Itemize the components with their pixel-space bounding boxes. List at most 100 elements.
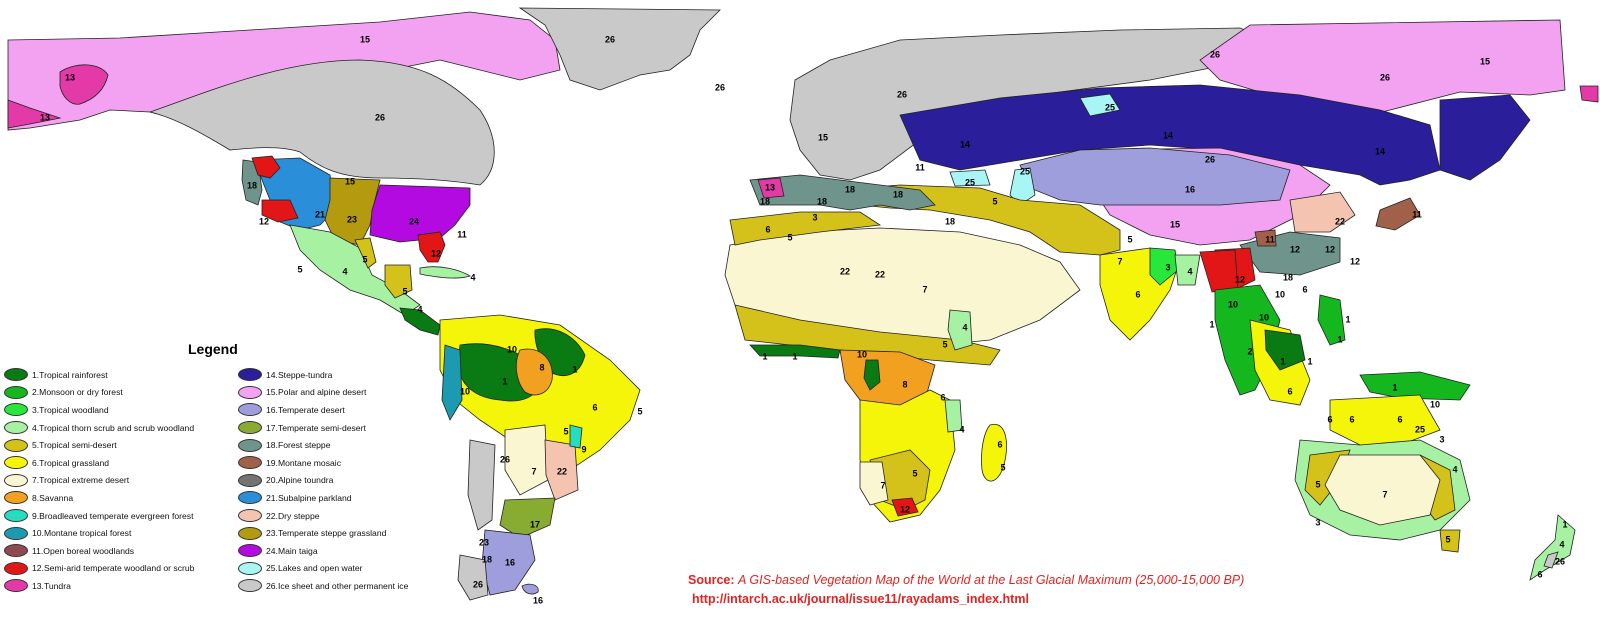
region-semi-arid-florida [417, 231, 446, 263]
legend-item: 9.Broadleaved temperate evergreen forest [4, 507, 194, 525]
region-temperate-semi-desert-sa [499, 497, 556, 539]
region-thorn-scrub-india [1174, 254, 1201, 286]
map-label: 7 [880, 480, 885, 490]
region-extreme-desert-namib [859, 461, 889, 506]
region-ice-laurentide [148, 59, 495, 186]
map-label: 18 [817, 196, 827, 206]
map-label: 26 [375, 112, 385, 122]
map-label: 9 [581, 444, 586, 454]
region-savanna-sa [515, 348, 553, 396]
map-label: 13 [765, 182, 775, 192]
map-label: 15 [360, 34, 370, 44]
legend-item: 4.Tropical thorn scrub and scrub woodlan… [4, 419, 194, 437]
region-tundra-chukotka [1579, 85, 1599, 103]
region-rainforest-congo [863, 359, 881, 391]
region-semi-arid-cape [891, 497, 919, 517]
map-label: 26 [500, 454, 510, 464]
map-label: 5 [362, 254, 367, 264]
map-label: 25 [1415, 424, 1425, 434]
region-tasmania [1439, 529, 1461, 553]
region-ice-patagonia [457, 439, 496, 601]
region-steppe-tundra-far-east [1439, 94, 1531, 181]
map-label: 4 [1452, 464, 1457, 474]
map-label: 25 [1105, 102, 1115, 112]
legend-swatch [4, 403, 28, 417]
map-label: 6 [1537, 569, 1542, 579]
map-label: 5 [402, 286, 407, 296]
map-label: 7 [1382, 489, 1387, 499]
legend-label: 3.Tropical woodland [32, 404, 109, 415]
map-label: 26 [605, 34, 615, 44]
map-label: 5 [637, 406, 642, 416]
map-label: 11 [915, 162, 925, 172]
legend-label: 22.Dry steppe [266, 510, 320, 521]
map-label: 15 [345, 176, 355, 186]
map-label: 5 [1445, 534, 1450, 544]
map-label: 8 [539, 362, 544, 372]
map-label: 18 [482, 554, 492, 564]
legend-swatch [238, 385, 262, 399]
map-label: 2 [1247, 346, 1252, 356]
map-label: 5 [1315, 479, 1320, 489]
map-label: 7 [531, 466, 536, 476]
map-label: 16 [505, 557, 515, 567]
map-label: 10 [1259, 312, 1269, 322]
region-semi-arid-burma [1199, 249, 1239, 293]
map-label: 5 [1127, 234, 1132, 244]
source-url-link[interactable]: http://intarch.ac.uk/journal/issue11/ray… [692, 592, 1029, 606]
map-label: 4 [417, 304, 422, 314]
legend-label: 26.Ice sheet and other permanent ice [266, 580, 409, 591]
region-rainforest-new-guinea [1359, 371, 1471, 401]
legend-item: 16.Temperate desert [238, 401, 408, 419]
map-label: 6 [592, 402, 597, 412]
map-label: 18 [945, 216, 955, 226]
legend-item: 25.Lakes and open water [238, 560, 408, 578]
map-label: 13 [65, 72, 75, 82]
legend-swatch [4, 509, 28, 523]
legend-item: 19.Montane mosaic [238, 454, 408, 472]
legend-label: 9.Broadleaved temperate evergreen forest [32, 510, 194, 521]
legend-item: 26.Ice sheet and other permanent ice [238, 577, 408, 595]
region-ice-nz [1543, 551, 1559, 569]
legend-label: 13.Tundra [32, 580, 71, 591]
legend-label: 7.Tropical extreme desert [32, 475, 130, 486]
map-label: 25 [1020, 166, 1030, 176]
region-new-zealand [1529, 514, 1576, 581]
legend-swatch [238, 561, 262, 575]
map-label: 6 [1135, 289, 1140, 299]
map-label: 5 [787, 232, 792, 242]
map-label: 22 [1335, 216, 1345, 226]
map-label: 22 [557, 466, 567, 476]
legend-item: 22.Dry steppe [238, 507, 408, 525]
map-label: 4 [1559, 539, 1564, 549]
legend-swatch [238, 421, 262, 435]
legend-item: 20.Alpine toundra [238, 472, 408, 490]
legend-item: 11.Open boreal woodlands [4, 542, 194, 560]
map-label: 1 [1345, 314, 1350, 324]
legend-label: 16.Temperate desert [266, 404, 345, 415]
legend-swatch [238, 403, 262, 417]
map-label: 18 [760, 196, 770, 206]
region-tundra-alaska [59, 64, 109, 105]
map-label: 12 [259, 216, 269, 226]
map-label: 12 [1325, 244, 1335, 254]
legend-item: 12.Semi-arid temperate woodland or scrub [4, 560, 194, 578]
legend-item: 15.Polar and alpine desert [238, 384, 408, 402]
map-label: 21 [315, 209, 325, 219]
legend-label: 10.Montane tropical forest [32, 528, 132, 539]
map-label: 25 [965, 177, 975, 187]
region-thorn-scrub-east-africa [944, 309, 973, 433]
map-label: 3 [812, 212, 817, 222]
map-label: 26 [473, 579, 483, 589]
region-rainforest-central-america [399, 307, 441, 336]
map-label: 7 [1117, 256, 1122, 266]
region-semi-arid-west-na [251, 155, 299, 223]
legend-item: 24.Main taiga [238, 542, 408, 560]
legend-swatch [238, 473, 262, 487]
legend-item: 6.Tropical grassland [4, 454, 194, 472]
source-lead: Source: [688, 573, 735, 587]
legend-item: 5.Tropical semi-desert [4, 436, 194, 454]
legend-label: 8.Savanna [32, 492, 74, 503]
map-label: 26 [1555, 556, 1565, 566]
map-label: 1 [572, 364, 577, 374]
